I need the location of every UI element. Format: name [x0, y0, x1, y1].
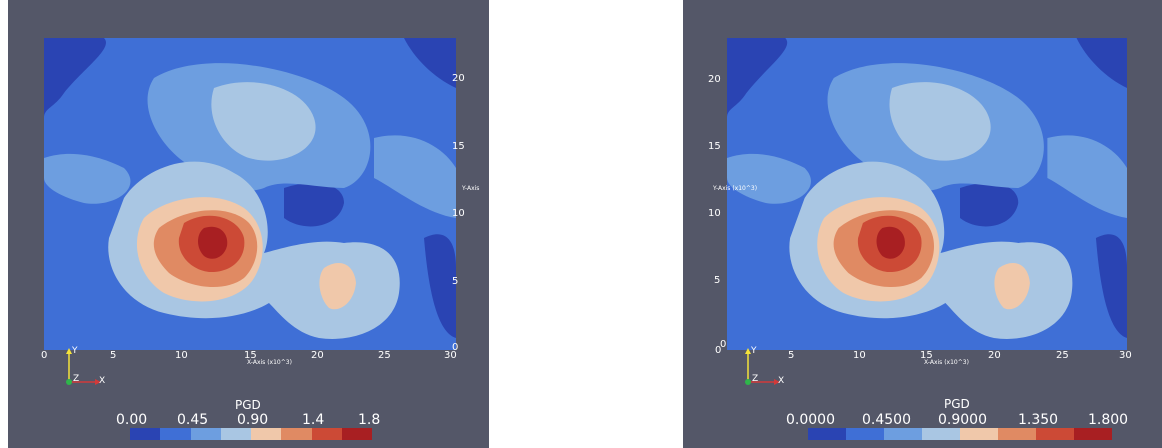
colormap-swatch	[998, 428, 1036, 440]
y-tick-label: 10	[708, 208, 721, 219]
colormap-swatch	[311, 428, 342, 440]
legend-tick-label: 1.4	[302, 412, 325, 428]
y-tick-label: 10	[452, 208, 465, 219]
y-axis-title: Y-Axis	[462, 185, 480, 192]
colormap-swatch	[130, 428, 161, 440]
x-tick-label: 5	[788, 350, 795, 361]
x-tick-label: 10	[175, 350, 188, 361]
x-tick-label: 15	[920, 350, 933, 361]
x-tick-label: 30	[444, 350, 457, 361]
pgd-surface-plot[interactable]	[727, 38, 1127, 350]
colormap-swatch	[922, 428, 960, 440]
legend-tick-label: 0.9000	[938, 412, 987, 428]
z-orientation-label: Z	[73, 374, 80, 384]
x-orientation-label: X	[778, 376, 785, 386]
x-tick-label: 15	[244, 350, 257, 361]
pgd-contour-map	[727, 38, 1127, 350]
colormap-swatch	[220, 428, 251, 440]
y-tick-label: 20	[708, 74, 721, 85]
legend-tick-label: 0.00	[116, 412, 148, 428]
pgd-surface-plot[interactable]	[44, 38, 456, 350]
orientation-axes-icon	[745, 348, 780, 385]
colormap-bar	[130, 428, 372, 440]
x-axis-title: X-Axis (x10^3)	[924, 359, 969, 366]
orientation-axes: Y Z X	[64, 346, 114, 386]
x-tick-label: 25	[1056, 350, 1069, 361]
colormap-swatch	[1036, 428, 1074, 440]
legend-tick-label: 0.90	[237, 412, 269, 428]
y-tick-label: 20	[452, 73, 465, 84]
x-tick-label: 0	[41, 350, 48, 361]
colormap-swatch	[1074, 428, 1112, 440]
orientation-axes-icon	[66, 348, 101, 385]
colormap-swatch	[808, 428, 846, 440]
y-tick-label: 0	[452, 342, 459, 353]
colormap-bar	[808, 428, 1112, 440]
legend-tick-label: 1.800	[1088, 412, 1129, 428]
y-tick-label: 5	[714, 275, 721, 286]
legend-tick-label: 0.45	[177, 412, 209, 428]
x-tick-label: 25	[378, 350, 391, 361]
pgd-contour-map	[44, 38, 456, 350]
y-tick-label: 15	[708, 141, 721, 152]
orientation-axes: Y Z X	[743, 346, 793, 386]
x-orientation-label: X	[99, 376, 106, 386]
y-orientation-label: Y	[72, 346, 78, 356]
x-axis-title: X-Axis (x10^3)	[247, 359, 292, 366]
colormap-swatch	[884, 428, 922, 440]
colormap-swatch	[190, 428, 221, 440]
colormap-swatch	[846, 428, 884, 440]
legend-tick-label: 1.350	[1018, 412, 1059, 428]
x-tick-label: 5	[110, 350, 117, 361]
legend-title: PGD	[944, 397, 970, 411]
colormap-swatch	[341, 428, 372, 440]
colormap-swatch	[281, 428, 312, 440]
legend-tick-label: 0.0000	[786, 412, 835, 428]
colormap-swatch	[160, 428, 191, 440]
y-orientation-label: Y	[751, 346, 757, 356]
legend-tick-label: 1.8	[358, 412, 381, 428]
x-tick-label: 20	[311, 350, 324, 361]
render-view-right[interactable]: 0 5 10 15 20 25 30 X-Axis (x10^3) 5 10 1…	[683, 0, 1162, 448]
x-tick-label: 10	[853, 350, 866, 361]
y-axis-title: Y-Axis (x10^3)	[713, 185, 758, 192]
x-tick-label: 30	[1119, 350, 1132, 361]
y-tick-label: 15	[452, 141, 465, 152]
x-tick-label: 20	[988, 350, 1001, 361]
legend-tick-label: 0.4500	[862, 412, 911, 428]
legend-title: PGD	[235, 398, 261, 412]
colormap-swatch	[960, 428, 998, 440]
render-view-left[interactable]: 0 5 10 15 20 25 30 X-Axis (x10^3) 0 5 10…	[8, 0, 489, 448]
y-tick-label: 0	[720, 339, 727, 350]
y-tick-label: 5	[452, 276, 459, 287]
z-orientation-label: Z	[752, 374, 759, 384]
x-tick-label: 0	[715, 345, 722, 356]
colormap-swatch	[251, 428, 282, 440]
